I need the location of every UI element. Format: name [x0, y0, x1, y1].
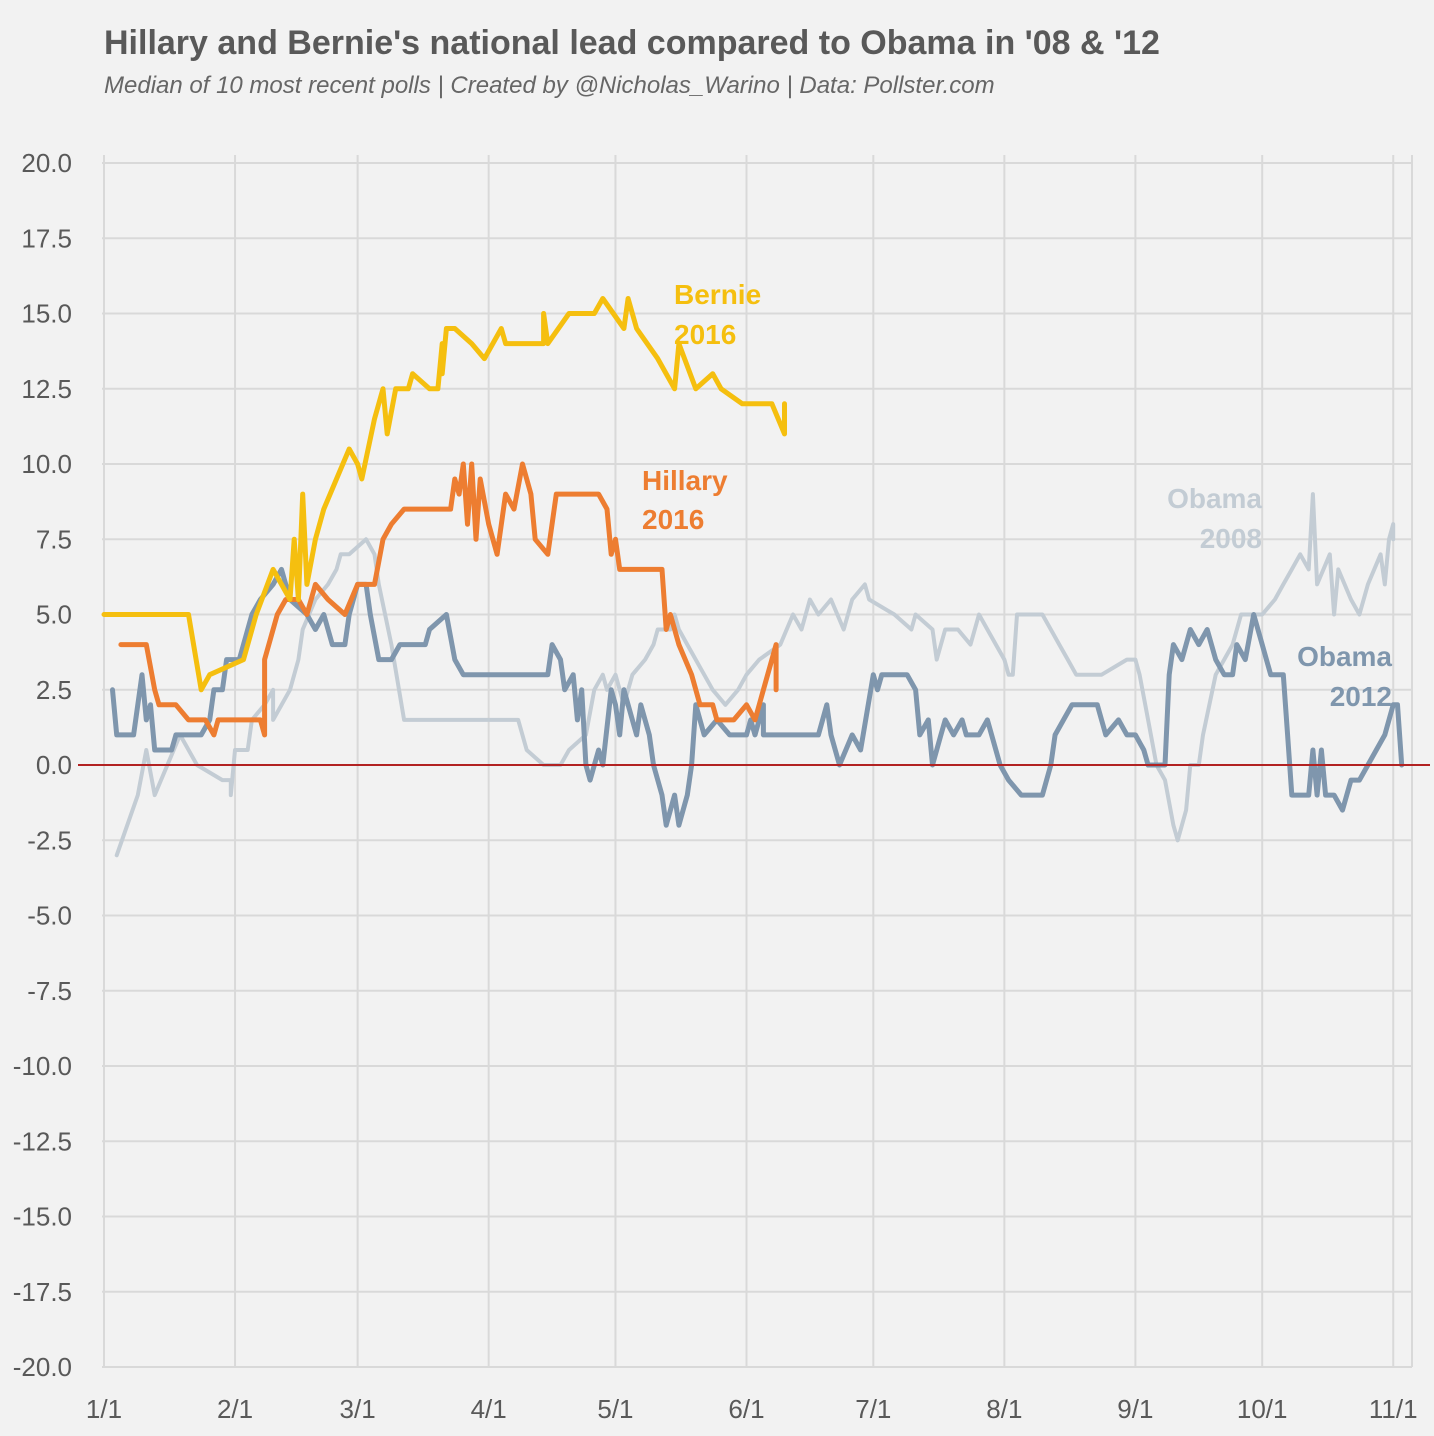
y-axis-ticks: 20.0 17.5 15.0 12.5 10.0 7.5 5.0 2.5 0.0 -2.5 -5.0… — [13, 148, 72, 1382]
x-tick-label: 10/1 — [1237, 1394, 1288, 1424]
x-tick-label: 11/1 — [1369, 1394, 1418, 1424]
obama-2008-label-line1: Obama — [1167, 483, 1262, 514]
x-axis-ticks: 1/1 2/1 3/1 4/1 5/1 6/1 7/1 8/1 9/1 10/1 11/1 — [86, 1394, 1418, 1424]
x-tick-label: 9/1 — [1117, 1394, 1153, 1424]
x-tick-label: 3/1 — [340, 1394, 376, 1424]
series-lines — [104, 299, 1402, 856]
y-tick-label: 10.0 — [21, 449, 72, 479]
y-tick-label: 5.0 — [36, 600, 72, 630]
bernie-2016-label-line2: 2016 — [674, 319, 736, 350]
x-tick-label: 4/1 — [471, 1394, 507, 1424]
obama-2012-label-line1: Obama — [1297, 641, 1392, 672]
x-tick-label: 8/1 — [986, 1394, 1022, 1424]
y-tick-label: -7.5 — [27, 976, 72, 1006]
x-tick-label: 1/1 — [86, 1394, 122, 1424]
x-tick-label: 5/1 — [597, 1394, 633, 1424]
y-tick-label: 17.5 — [21, 223, 72, 253]
y-tick-label: -17.5 — [13, 1277, 72, 1307]
y-tick-label: 15.0 — [21, 299, 72, 329]
grid-lines — [102, 155, 1412, 1367]
y-tick-label: 0.0 — [36, 750, 72, 780]
y-tick-label: -12.5 — [13, 1126, 72, 1156]
y-tick-label: 20.0 — [21, 148, 72, 178]
y-tick-label: -2.5 — [27, 825, 72, 855]
y-tick-label: -20.0 — [13, 1352, 72, 1382]
y-tick-label: -10.0 — [13, 1051, 72, 1081]
hillary-2016-label-line2: 2016 — [642, 504, 704, 535]
x-tick-label: 2/1 — [217, 1394, 253, 1424]
hillary-2016-label-line1: Hillary — [642, 465, 728, 496]
x-tick-label: 6/1 — [728, 1394, 764, 1424]
obama-2008-label-line2: 2008 — [1200, 523, 1262, 554]
y-tick-label: -5.0 — [27, 901, 72, 931]
y-tick-label: -15.0 — [13, 1202, 72, 1232]
y-tick-label: 7.5 — [36, 524, 72, 554]
x-tick-label: 7/1 — [855, 1394, 891, 1424]
y-tick-label: 12.5 — [21, 374, 72, 404]
series-labels: Obama 2008 Obama 2012 Hillary 2016 Bernie 2016 — [642, 279, 1392, 712]
y-tick-label: 2.5 — [36, 675, 72, 705]
bernie-2016-label-line1: Bernie — [674, 279, 761, 310]
obama-2012-label-line2: 2012 — [1330, 681, 1392, 712]
